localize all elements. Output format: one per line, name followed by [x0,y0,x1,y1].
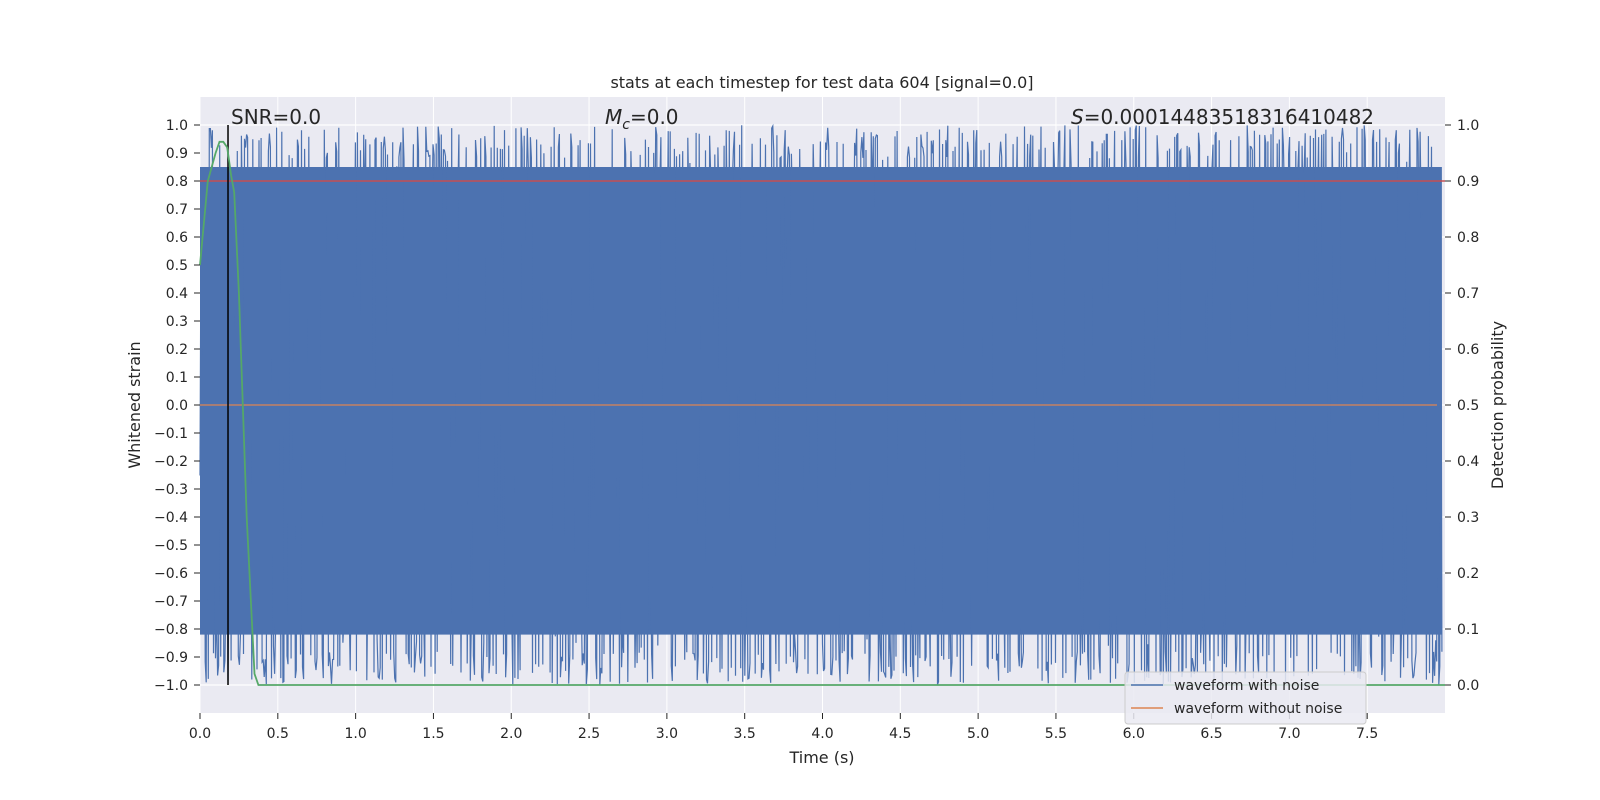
y-tick-label: −0.4 [154,510,188,526]
chirp-mass-annotation: Mc=0.0 [605,105,679,133]
y-right-tick-label: 0.3 [1457,510,1479,526]
y-tick-label: 0.9 [166,146,188,162]
legend: waveform with noise waveform without noi… [1124,671,1367,725]
x-tick-label: 3.5 [734,726,756,742]
y-right-tick-label: 1.0 [1457,118,1479,134]
legend-label-noise: waveform with noise [1174,678,1319,694]
x-tick-label: 2.0 [500,726,522,742]
y-tick-label: 1.0 [166,118,188,134]
x-tick-label: 5.0 [967,726,989,742]
y-right-tick-label: 0.8 [1457,230,1479,246]
y-right-tick-label: 0.5 [1457,398,1479,414]
series-line-noise [199,123,1443,685]
y-tick-label: 0.0 [166,398,188,414]
y-right-tick-label: 0.2 [1457,566,1479,582]
chirp-mass-symbol: M [605,105,622,129]
y-right-tick-label: 0.9 [1457,174,1479,190]
overlay-lines [199,125,1445,686]
x-tick-label: 1.5 [422,726,444,742]
y-tick-label: 0.2 [166,342,188,358]
s-annotation: S=0.00014483518316410482 [1071,105,1374,129]
y-tick-label: 0.7 [166,202,188,218]
y-right-tick-label: 0.6 [1457,342,1479,358]
y-tick-label: −0.6 [154,566,188,582]
y-tick-label: 0.5 [166,258,188,274]
x-tick-label: 0.0 [189,726,211,742]
x-tick-label: 0.5 [267,726,289,742]
snr-annotation: SNR=0.0 [231,105,321,129]
y-tick-label: 0.1 [166,370,188,386]
x-axis-label: Time (s) [788,748,854,767]
y-tick-label: −0.7 [154,594,188,610]
y-right-tick-label: 0.0 [1457,678,1479,694]
y-right-tick-label: 0.7 [1457,286,1479,302]
x-tick-label: 2.5 [578,726,600,742]
series-waveform-with-noise [199,123,1443,685]
x-tick-label: 6.5 [1200,726,1222,742]
y-tick-label: −0.5 [154,538,188,554]
y-tick-label: 0.3 [166,314,188,330]
y-tick-label: −0.9 [154,650,188,666]
legend-box [1124,671,1367,725]
s-value: =0.00014483518316410482 [1084,105,1374,129]
x-tick-label: 7.5 [1356,726,1378,742]
y-tick-label: 0.8 [166,174,188,190]
y-axis-label: Whitened strain [125,341,144,468]
x-tick-label: 4.0 [811,726,833,742]
s-symbol: S [1071,105,1084,129]
y-tick-label: −0.2 [154,454,188,470]
y-tick-label: −0.3 [154,482,188,498]
y-right-tick-label: 0.1 [1457,622,1479,638]
x-tick-label: 3.0 [656,726,678,742]
x-tick-label: 1.0 [344,726,366,742]
y-tick-label: 0.4 [166,286,188,302]
y-right-tick-label: 0.4 [1457,454,1479,470]
tick-labels: 1.0 0.9 0.8 0.7 0.6 0.5 0.4 0.3 0.2 0.1 0.0 −0.1 −0.… [154,118,1479,742]
y-tick-label: 0.6 [166,230,188,246]
chirp-mass-value: =0.0 [630,105,679,129]
y-axis-right-label: Detection probability [1488,321,1507,489]
y-tick-label: −0.8 [154,622,188,638]
chirp-mass-subscript: c [622,117,630,133]
x-tick-label: 6.0 [1123,726,1145,742]
chart-title: stats at each timestep for test data 604… [610,73,1033,92]
y-tick-label: −1.0 [154,678,188,694]
x-tick-label: 4.5 [889,726,911,742]
y-tick-label: −0.1 [154,426,188,442]
legend-label-clean: waveform without noise [1174,701,1342,717]
x-tick-label: 5.5 [1045,726,1067,742]
series-line-probability [199,140,1445,686]
x-tick-label: 7.0 [1278,726,1300,742]
